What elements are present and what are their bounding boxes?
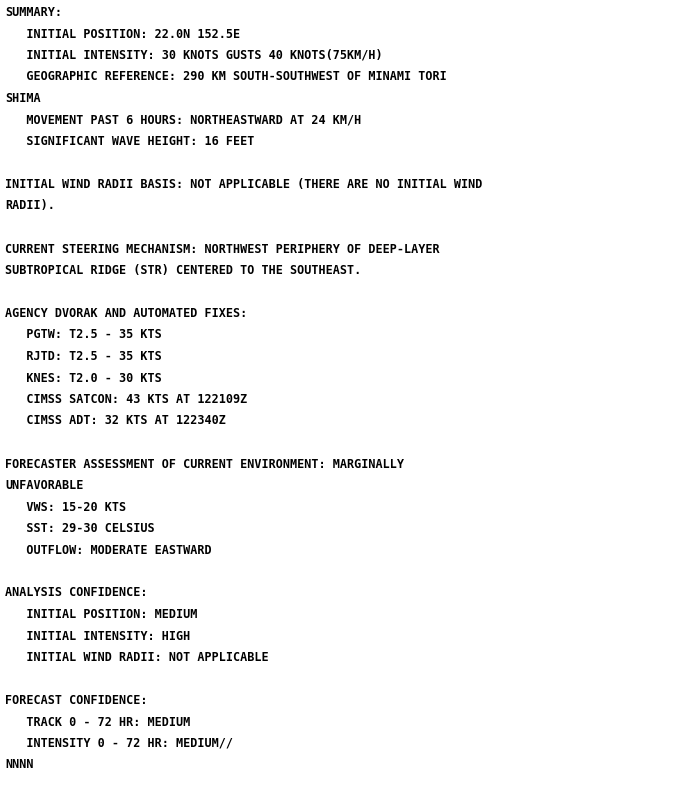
Text: MOVEMENT PAST 6 HOURS: NORTHEASTWARD AT 24 KM/H: MOVEMENT PAST 6 HOURS: NORTHEASTWARD AT … bbox=[5, 114, 361, 126]
Text: TRACK 0 - 72 HR: MEDIUM: TRACK 0 - 72 HR: MEDIUM bbox=[5, 716, 191, 728]
Text: ANALYSIS CONFIDENCE:: ANALYSIS CONFIDENCE: bbox=[5, 586, 148, 600]
Text: SUBTROPICAL RIDGE (STR) CENTERED TO THE SOUTHEAST.: SUBTROPICAL RIDGE (STR) CENTERED TO THE … bbox=[5, 264, 361, 277]
Text: NNNN: NNNN bbox=[5, 758, 34, 772]
Text: SHIMA: SHIMA bbox=[5, 92, 41, 105]
Text: INITIAL WIND RADII BASIS: NOT APPLICABLE (THERE ARE NO INITIAL WIND: INITIAL WIND RADII BASIS: NOT APPLICABLE… bbox=[5, 178, 483, 191]
Text: SUMMARY:: SUMMARY: bbox=[5, 6, 62, 19]
Text: AGENCY DVORAK AND AUTOMATED FIXES:: AGENCY DVORAK AND AUTOMATED FIXES: bbox=[5, 307, 247, 320]
Text: CURRENT STEERING MECHANISM: NORTHWEST PERIPHERY OF DEEP-LAYER: CURRENT STEERING MECHANISM: NORTHWEST PE… bbox=[5, 243, 440, 255]
Text: RADII).: RADII). bbox=[5, 200, 56, 213]
Text: UNFAVORABLE: UNFAVORABLE bbox=[5, 479, 84, 492]
Text: KNES: T2.0 - 30 KTS: KNES: T2.0 - 30 KTS bbox=[5, 371, 162, 385]
Text: OUTFLOW: MODERATE EASTWARD: OUTFLOW: MODERATE EASTWARD bbox=[5, 544, 212, 556]
Text: SST: 29-30 CELSIUS: SST: 29-30 CELSIUS bbox=[5, 522, 155, 535]
Text: GEOGRAPHIC REFERENCE: 290 KM SOUTH-SOUTHWEST OF MINAMI TORI: GEOGRAPHIC REFERENCE: 290 KM SOUTH-SOUTH… bbox=[5, 70, 447, 84]
Text: RJTD: T2.5 - 35 KTS: RJTD: T2.5 - 35 KTS bbox=[5, 350, 162, 363]
Text: INITIAL POSITION: 22.0N 152.5E: INITIAL POSITION: 22.0N 152.5E bbox=[5, 28, 241, 40]
Text: INITIAL INTENSITY: HIGH: INITIAL INTENSITY: HIGH bbox=[5, 630, 191, 642]
Text: INITIAL POSITION: MEDIUM: INITIAL POSITION: MEDIUM bbox=[5, 608, 198, 621]
Text: CIMSS SATCON: 43 KTS AT 122109Z: CIMSS SATCON: 43 KTS AT 122109Z bbox=[5, 393, 247, 406]
Text: INTENSITY 0 - 72 HR: MEDIUM//: INTENSITY 0 - 72 HR: MEDIUM// bbox=[5, 737, 233, 750]
Text: PGTW: T2.5 - 35 KTS: PGTW: T2.5 - 35 KTS bbox=[5, 329, 162, 341]
Text: CIMSS ADT: 32 KTS AT 122340Z: CIMSS ADT: 32 KTS AT 122340Z bbox=[5, 415, 226, 427]
Text: VWS: 15-20 KTS: VWS: 15-20 KTS bbox=[5, 501, 127, 514]
Text: FORECASTER ASSESSMENT OF CURRENT ENVIRONMENT: MARGINALLY: FORECASTER ASSESSMENT OF CURRENT ENVIRON… bbox=[5, 457, 404, 471]
Text: INITIAL INTENSITY: 30 KNOTS GUSTS 40 KNOTS(75KM/H): INITIAL INTENSITY: 30 KNOTS GUSTS 40 KNO… bbox=[5, 49, 383, 62]
Text: FORECAST CONFIDENCE:: FORECAST CONFIDENCE: bbox=[5, 694, 148, 707]
Text: INITIAL WIND RADII: NOT APPLICABLE: INITIAL WIND RADII: NOT APPLICABLE bbox=[5, 651, 269, 664]
Text: SIGNIFICANT WAVE HEIGHT: 16 FEET: SIGNIFICANT WAVE HEIGHT: 16 FEET bbox=[5, 135, 255, 148]
